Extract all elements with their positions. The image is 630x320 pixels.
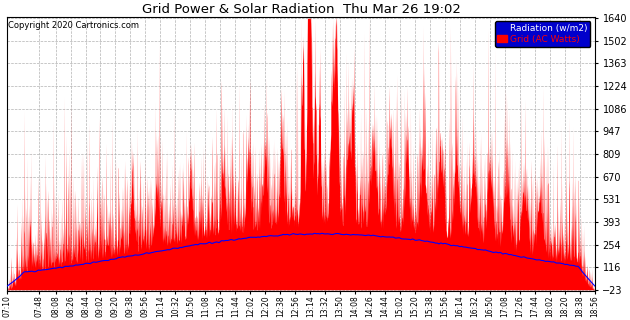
Text: Copyright 2020 Cartronics.com: Copyright 2020 Cartronics.com bbox=[8, 21, 139, 30]
Legend: Radiation (w/m2), Grid (AC Watts): Radiation (w/m2), Grid (AC Watts) bbox=[495, 21, 590, 47]
Title: Grid Power & Solar Radiation  Thu Mar 26 19:02: Grid Power & Solar Radiation Thu Mar 26 … bbox=[142, 3, 461, 16]
